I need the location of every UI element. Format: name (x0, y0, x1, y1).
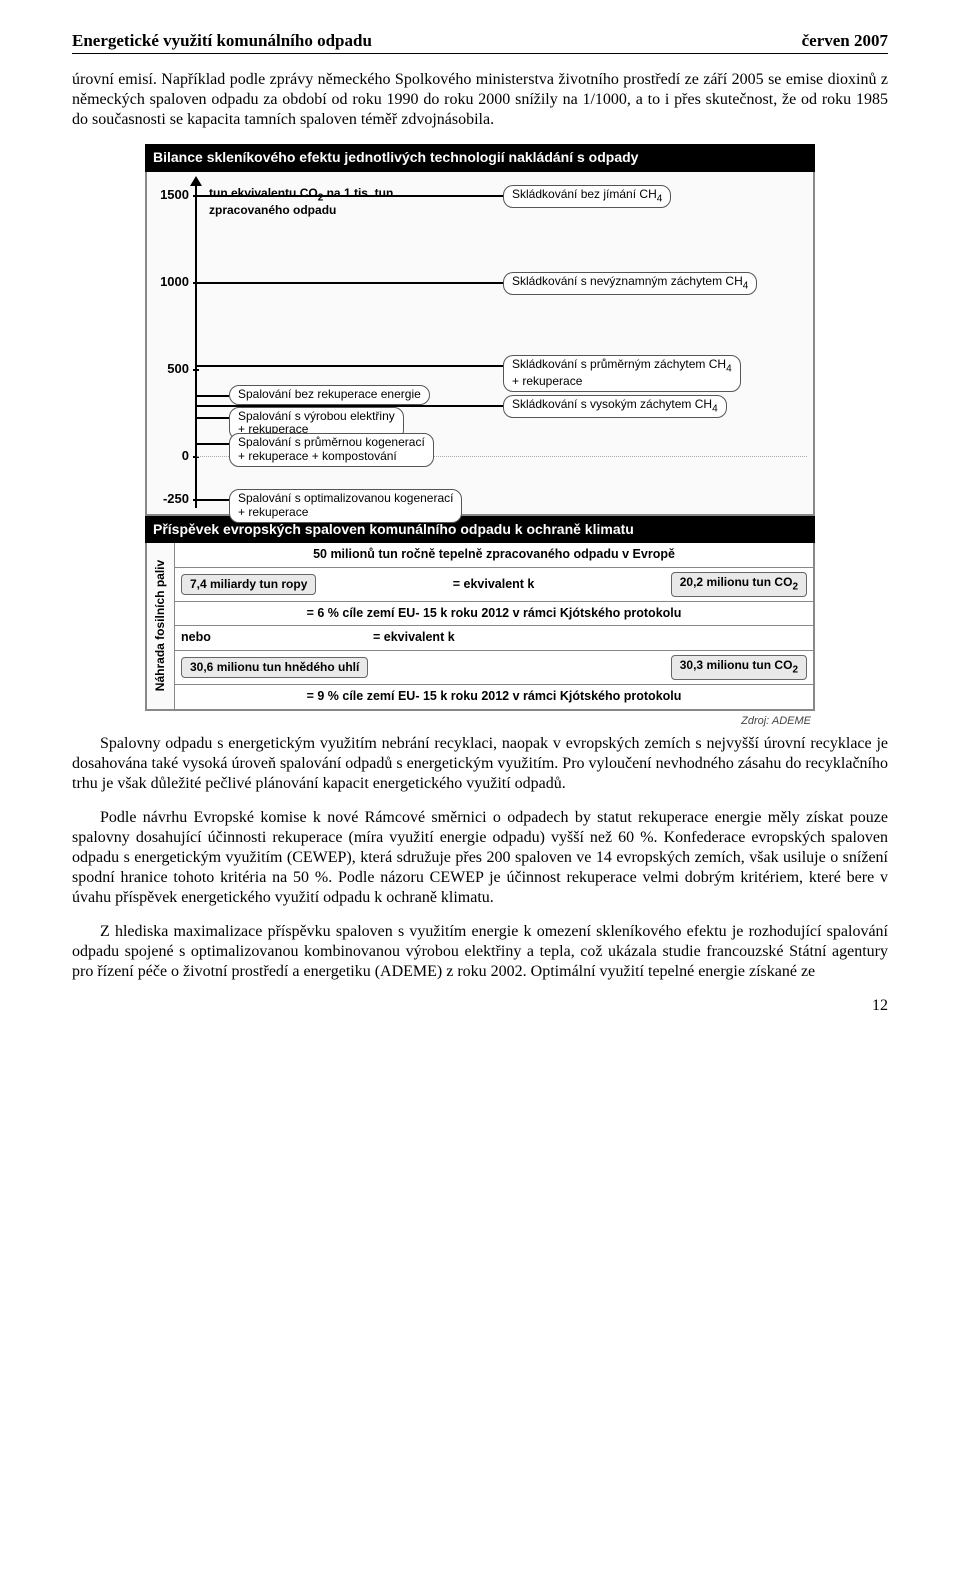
header-rule (72, 53, 888, 54)
contrib-mid: = ekvivalent k (361, 630, 467, 646)
y-axis (195, 178, 197, 508)
chart-area: 150010005000-250tun ekvivalentu CO2 na 1… (203, 178, 807, 508)
chart-label: Spalování s průměrnou kogenerací+ rekupe… (229, 433, 434, 467)
contrib-table: Náhrada fosilních paliv 50 milionů tun r… (145, 543, 815, 710)
contrib-pill-right: 20,2 milionu tun CO2 (671, 572, 807, 597)
paragraph-2: Spalovny odpadu s energetickým využitím … (72, 734, 888, 794)
contrib-text: nebo (181, 630, 361, 646)
chart-connector (197, 443, 229, 445)
chart-label: Skládkování bez jímání CH4 (503, 185, 671, 208)
chart-connector (197, 417, 229, 419)
page-header: Energetické využití komunálního odpadu č… (72, 30, 888, 51)
contrib-row: 30,6 milionu tun hnědého uhlí 30,3 milion… (175, 650, 813, 684)
page-number: 12 (72, 996, 888, 1016)
paragraph-3: Podle návrhu Evropské komise k nové Rámc… (72, 808, 888, 908)
figure-source: Zdroj: ADEME (145, 715, 815, 729)
y-tick: 0 (153, 448, 189, 464)
contrib-rows: 50 milionů tun ročně tepelně zpracovanéh… (175, 543, 813, 708)
chart-connector (197, 395, 229, 397)
y-tick: 1500 (153, 187, 189, 203)
chart-connector (197, 282, 503, 284)
contrib-row: 7,4 miliardy tun ropy = ekvivalent k 20,2 … (175, 567, 813, 601)
contrib-pill-left: 30,6 milionu tun hnědého uhlí (181, 657, 368, 678)
y-axis-arrow-icon (190, 176, 202, 186)
y-tick: 1000 (153, 274, 189, 290)
paragraph-1: úrovní emisí. Například podle zprávy něm… (72, 70, 888, 130)
contrib-row: = 6 % cíle zemí EU- 15 k roku 2012 v rám… (175, 601, 813, 626)
y-tick: 500 (153, 361, 189, 377)
contrib-text: = 6 % cíle zemí EU- 15 k roku 2012 v rám… (181, 606, 807, 622)
chart-label: Skládkování s vysokým záchytem CH4 (503, 395, 727, 418)
chart-label: Skládkování s nevýznamným záchytem CH4 (503, 272, 757, 295)
chart-connector (197, 499, 229, 501)
header-right: červen 2007 (802, 30, 888, 51)
contrib-pill-left: 7,4 miliardy tun ropy (181, 574, 316, 595)
y-tick: -250 (153, 491, 189, 507)
chart-connector (197, 365, 503, 367)
chart-title: Bilance skleníkového efektu jednotlivých… (145, 144, 815, 172)
header-left: Energetické využití komunálního odpadu (72, 30, 372, 51)
contrib-text: 50 milionů tun ročně tepelně zpracovanéh… (181, 547, 807, 563)
contrib-row: nebo= ekvivalent k (175, 625, 813, 650)
contrib-vlabel-text: Náhrada fosilních paliv (153, 560, 168, 691)
chart-box: 1500 1000 500 0 -250 tun ekvivalentu CO2 na 1… (145, 172, 815, 516)
contrib-row: = 9 % cíle zemí EU- 15 k roku 2012 v rám… (175, 684, 813, 709)
contrib-row: 50 milionů tun ročně tepelně zpracovanéh… (175, 543, 813, 567)
figure: Bilance skleníkového efektu jednotlivých… (145, 144, 815, 728)
contrib-text: = 9 % cíle zemí EU- 15 k roku 2012 v rám… (181, 689, 807, 705)
contrib-vlabel: Náhrada fosilních paliv (147, 543, 175, 708)
chart-label: Skládkování s průměrným záchytem CH4+ re… (503, 355, 741, 392)
chart-label: Spalování bez rekuperace energie (229, 385, 430, 405)
chart-connector (197, 195, 503, 197)
chart-label: Spalování s optimalizovanou kogenerací+ … (229, 489, 462, 523)
contrib-pill-right: 30,3 milionu tun CO2 (671, 655, 807, 680)
paragraph-4: Z hlediska maximalizace příspěvku spalov… (72, 922, 888, 982)
y-axis-sublabel: tun ekvivalentu CO2 na 1 tis. tunzpracov… (209, 187, 393, 218)
contrib-mid: = ekvivalent k (441, 577, 547, 593)
